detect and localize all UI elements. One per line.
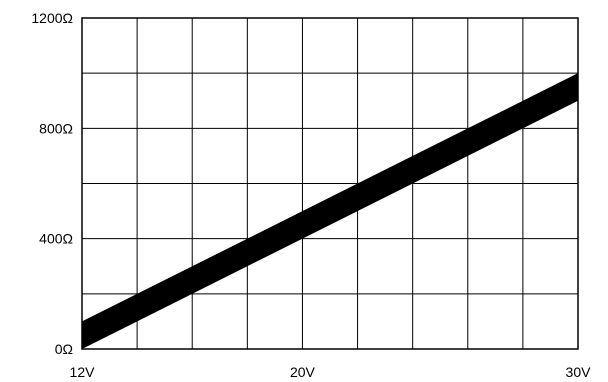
y-tick-label: 0Ω bbox=[55, 341, 73, 357]
x-tick-label: 12V bbox=[70, 364, 96, 380]
y-axis-tick-labels: 0Ω 400Ω 800Ω 1200Ω bbox=[31, 10, 73, 357]
x-axis-tick-labels: 12V 20V 30V bbox=[70, 364, 592, 380]
x-tick-label: 30V bbox=[566, 364, 592, 380]
y-tick-label: 800Ω bbox=[39, 120, 73, 136]
x-tick-label: 20V bbox=[290, 364, 316, 380]
y-tick-label: 1200Ω bbox=[31, 10, 73, 26]
y-tick-label: 400Ω bbox=[39, 231, 73, 247]
